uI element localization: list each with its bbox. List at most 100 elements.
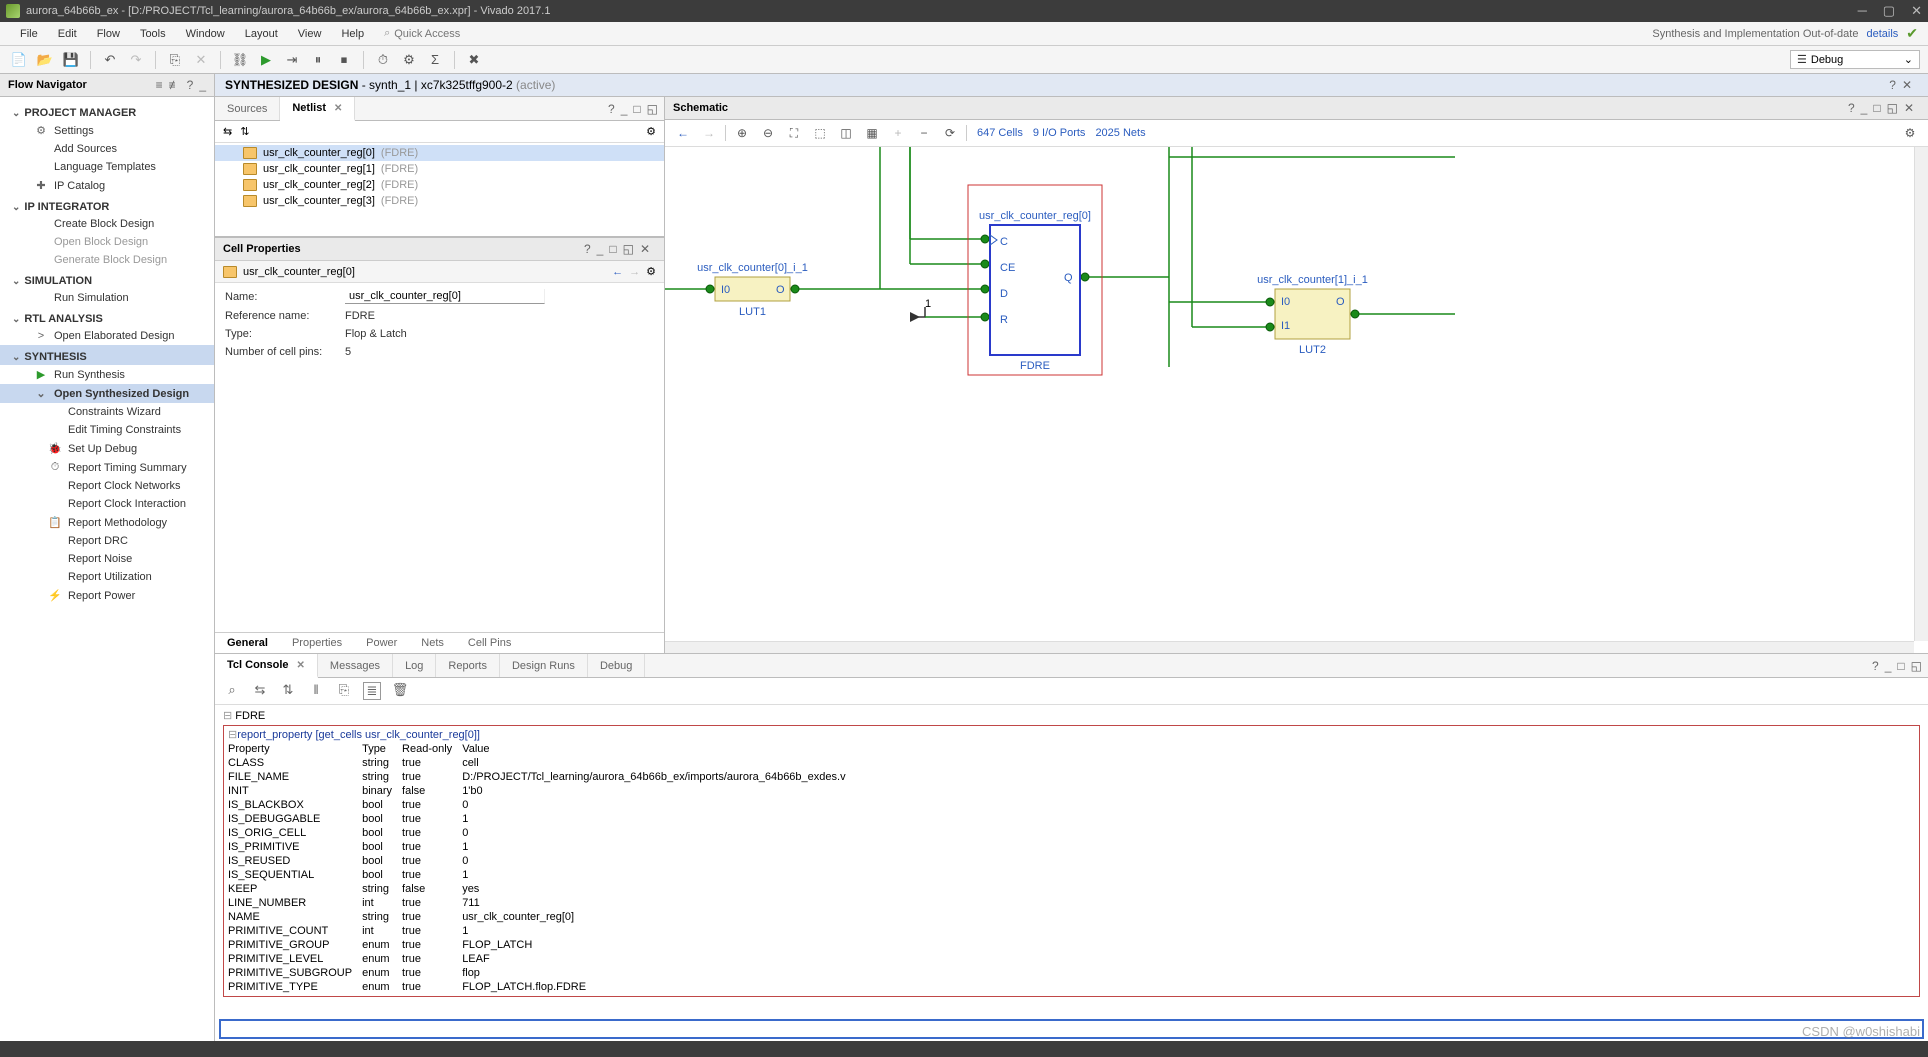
bottom-tab-reports[interactable]: Reports xyxy=(436,654,500,677)
scroll-icon[interactable]: ≣ xyxy=(363,682,381,700)
details-link[interactable]: details xyxy=(1866,28,1898,40)
cellprop-tab-properties[interactable]: Properties xyxy=(280,633,354,653)
netlist-item[interactable]: usr_clk_counter_reg[1] (FDRE) xyxy=(215,161,664,177)
nav-report-clock-interaction[interactable]: Report Clock Interaction xyxy=(0,495,214,513)
nav-ip-catalog[interactable]: ✚IP Catalog xyxy=(0,176,214,195)
maximize-icon[interactable]: □ xyxy=(1897,659,1904,673)
nets-stat[interactable]: 2025 Nets xyxy=(1095,127,1145,139)
nav-language-templates[interactable]: Language Templates xyxy=(0,158,214,176)
schematic-canvas[interactable]: 1usr_clk_counter[0]_i_1LUT1I0Ousr_clk_co… xyxy=(665,147,1928,653)
gear-icon[interactable]: ⚙ xyxy=(646,265,656,278)
bottom-tab-tcl-console[interactable]: Tcl Console✕ xyxy=(215,654,318,678)
grid-icon[interactable]: ▦ xyxy=(862,123,882,143)
tab-netlist[interactable]: Netlist✕ xyxy=(280,97,355,121)
back-icon[interactable]: ← xyxy=(673,123,693,143)
restore-icon[interactable]: ◱ xyxy=(1887,101,1898,115)
nav-create-block-design[interactable]: Create Block Design xyxy=(0,215,214,233)
zoom-out-icon[interactable]: ⊖ xyxy=(758,123,778,143)
close-icon[interactable]: ✕ xyxy=(1902,78,1912,92)
regen-icon[interactable]: ◫ xyxy=(836,123,856,143)
save-icon[interactable]: 💾 xyxy=(60,49,82,71)
section-rtl-analysis[interactable]: ⌄ RTL ANALYSIS xyxy=(0,307,214,327)
minimize-icon[interactable]: _ xyxy=(621,102,628,116)
gear-icon[interactable]: ⚙ xyxy=(1900,123,1920,143)
menu-file[interactable]: File xyxy=(10,25,48,43)
minimize-icon[interactable]: _ xyxy=(1885,659,1892,673)
cells-stat[interactable]: 647 Cells xyxy=(977,127,1023,139)
minimize-icon[interactable]: _ xyxy=(597,242,604,256)
help-icon[interactable]: ? xyxy=(584,242,591,256)
netlist-item[interactable]: usr_clk_counter_reg[0] (FDRE) xyxy=(215,145,664,161)
menu-flow[interactable]: Flow xyxy=(87,25,130,43)
nav-settings[interactable]: ⚙Settings xyxy=(0,121,214,140)
cellprop-tab-nets[interactable]: Nets xyxy=(409,633,456,653)
schematic-scroll-v[interactable] xyxy=(1914,147,1928,641)
section-simulation[interactable]: ⌄ SIMULATION xyxy=(0,269,214,289)
restore-icon[interactable]: ◱ xyxy=(1911,659,1922,673)
copy-icon[interactable]: ⎘ xyxy=(164,49,186,71)
collapse-icon[interactable]: ≡ xyxy=(156,78,163,92)
collapse-icon[interactable]: ⇆ xyxy=(251,682,269,700)
cellprop-tab-general[interactable]: General xyxy=(215,633,280,653)
collapse-all-icon[interactable]: ⇆ xyxy=(223,125,232,138)
refresh-icon[interactable]: ⟳ xyxy=(940,123,960,143)
pause-icon[interactable]: ‖ xyxy=(307,682,325,700)
nav-report-timing-summary[interactable]: ⏱Report Timing Summary xyxy=(0,458,214,477)
minimize-button[interactable]: ─ xyxy=(1858,3,1867,19)
maximize-icon[interactable]: □ xyxy=(609,242,616,256)
gear-icon[interactable]: ⚙ xyxy=(646,125,656,138)
forward-icon[interactable]: → xyxy=(699,123,719,143)
nav-add-sources[interactable]: Add Sources xyxy=(0,140,214,158)
stop-icon[interactable]: ⏹ xyxy=(333,49,355,71)
select-icon[interactable]: ⬚ xyxy=(810,123,830,143)
close-icon[interactable]: ✕ xyxy=(1904,101,1914,115)
menu-tools[interactable]: Tools xyxy=(130,25,176,43)
link-icon[interactable]: ⛓ xyxy=(229,49,251,71)
copy-icon[interactable]: ⎘ xyxy=(335,682,353,700)
nav-report-power[interactable]: ⚡Report Power xyxy=(0,586,214,605)
nav-report-drc[interactable]: Report DRC xyxy=(0,532,214,550)
nav-set-up-debug[interactable]: 🐞Set Up Debug xyxy=(0,439,214,458)
forward-icon[interactable]: → xyxy=(629,266,640,278)
quick-access[interactable]: ⌕ xyxy=(384,27,514,40)
delete-icon[interactable]: ✕ xyxy=(190,49,212,71)
bottom-tab-design-runs[interactable]: Design Runs xyxy=(500,654,588,677)
redo-icon[interactable]: ↷ xyxy=(125,49,147,71)
expand-icon[interactable]: ≢ xyxy=(169,78,181,92)
add-icon[interactable]: + xyxy=(888,123,908,143)
section-synthesis[interactable]: ⌄ SYNTHESIS xyxy=(0,345,214,365)
nav-report-noise[interactable]: Report Noise xyxy=(0,550,214,568)
schematic-scroll-h[interactable] xyxy=(665,641,1914,653)
expand-icon[interactable]: ⇅ xyxy=(279,682,297,700)
nav-run-simulation[interactable]: Run Simulation xyxy=(0,289,214,307)
maximize-icon[interactable]: □ xyxy=(1873,101,1880,115)
close-icon[interactable]: ✕ xyxy=(640,242,650,256)
close-button[interactable]: ✕ xyxy=(1911,3,1922,19)
nav-report-methodology[interactable]: 📋Report Methodology xyxy=(0,513,214,532)
quick-access-input[interactable] xyxy=(394,28,514,40)
sigma-icon[interactable]: Σ xyxy=(424,49,446,71)
minimize-icon[interactable]: _ xyxy=(1861,101,1868,115)
clock-icon[interactable]: ⏱ xyxy=(372,49,394,71)
nav-open-elaborated-design[interactable]: >Open Elaborated Design xyxy=(0,327,214,345)
help-icon[interactable]: ? xyxy=(1889,78,1896,92)
maximize-button[interactable]: ▢ xyxy=(1883,3,1895,19)
nav-report-utilization[interactable]: Report Utilization xyxy=(0,568,214,586)
bottom-tab-debug[interactable]: Debug xyxy=(588,654,645,677)
nav-constraints-wizard[interactable]: Constraints Wizard xyxy=(0,403,214,421)
settings-icon[interactable]: ⚙ xyxy=(398,49,420,71)
bottom-tab-log[interactable]: Log xyxy=(393,654,436,677)
nav-open-synthesized-design[interactable]: ⌄Open Synthesized Design xyxy=(0,384,214,403)
menu-view[interactable]: View xyxy=(288,25,332,43)
run-icon[interactable]: ▶ xyxy=(255,49,277,71)
nav-report-clock-networks[interactable]: Report Clock Networks xyxy=(0,477,214,495)
ports-stat[interactable]: 9 I/O Ports xyxy=(1033,127,1086,139)
undo-icon[interactable]: ↶ xyxy=(99,49,121,71)
expand-all-icon[interactable]: ⇅ xyxy=(240,125,249,138)
clear-icon[interactable]: 🗑 xyxy=(391,682,409,700)
help-icon[interactable]: ? xyxy=(187,78,194,92)
minimize-panel-icon[interactable]: _ xyxy=(199,78,206,92)
menu-layout[interactable]: Layout xyxy=(235,25,288,43)
zoom-in-icon[interactable]: ⊕ xyxy=(732,123,752,143)
bottom-tab-messages[interactable]: Messages xyxy=(318,654,393,677)
